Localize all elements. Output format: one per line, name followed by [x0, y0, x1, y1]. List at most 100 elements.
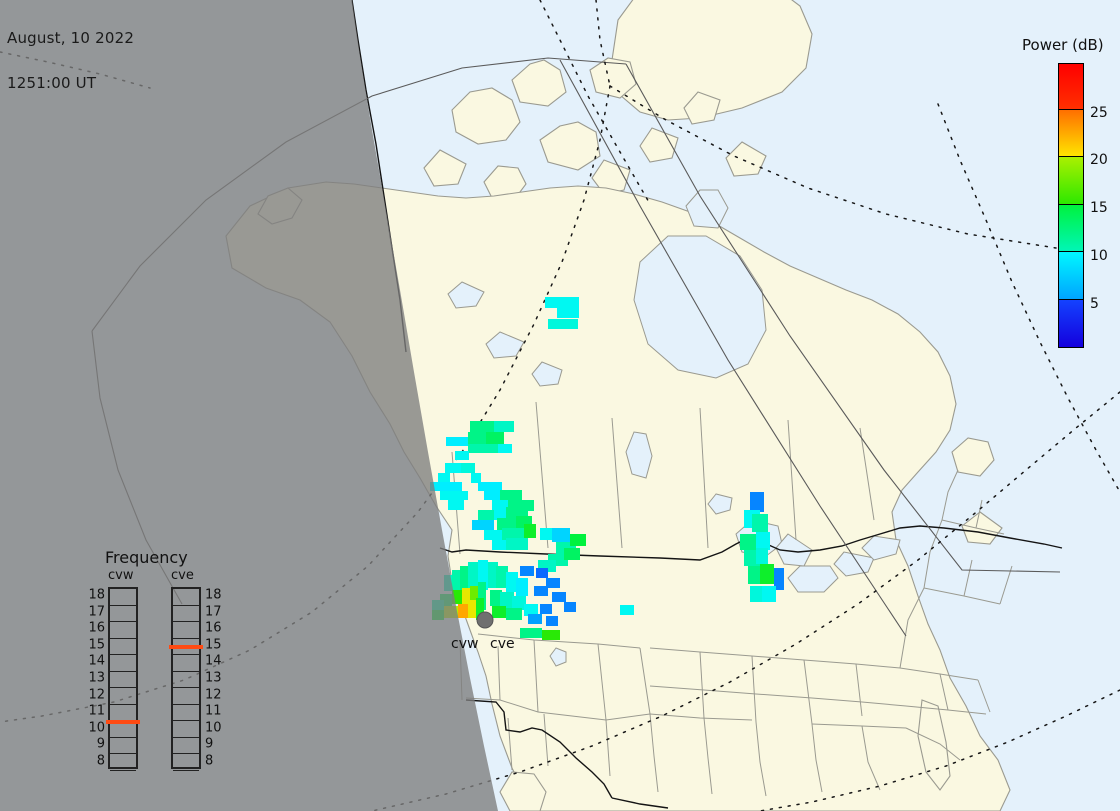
radar-data-cell: [470, 421, 494, 432]
time-label: 1251:00 UT: [7, 74, 97, 92]
freq-tick-label-right: 18: [205, 587, 222, 603]
radar-data-cell: [774, 568, 784, 590]
radar-data-cell: [500, 592, 514, 608]
radar-data-cell: [557, 308, 579, 318]
colorbar-segment-blue: [1059, 299, 1083, 347]
radar-data-cell: [448, 482, 462, 491]
colorbar-tick-20: 20: [1090, 152, 1108, 168]
station-label-cve: cve: [490, 636, 515, 652]
freq-tick-label-left: 16: [88, 620, 105, 636]
freq-scale-cve[interactable]: [169, 587, 203, 771]
terminator-night-shading: [0, 0, 498, 811]
freq-column-name-cve: cve: [171, 568, 194, 583]
freq-marker-cvw: [106, 719, 140, 724]
radar-data-cell: [461, 463, 475, 473]
freq-tick-label-left: 10: [88, 720, 105, 736]
freq-cell: [110, 705, 136, 722]
freq-cell: [110, 688, 136, 705]
radar-data-cell: [468, 562, 478, 590]
radar-data-cell: [468, 444, 498, 453]
radar-data-cell: [540, 604, 552, 614]
radar-data-cell: [478, 582, 486, 610]
freq-tick-label-right: 11: [205, 703, 222, 719]
freq-cell: [173, 754, 199, 771]
freq-cell: [110, 622, 136, 639]
freq-tick-label-right: 9: [205, 736, 214, 752]
radar-data-cell: [620, 605, 634, 615]
radar-data-cell: [760, 564, 774, 584]
radar-data-cell: [756, 532, 770, 550]
radar-data-cell: [460, 566, 470, 590]
freq-marker-cve: [169, 645, 203, 650]
freq-tick-label-right: 8: [205, 753, 214, 769]
freq-cell: [173, 688, 199, 705]
colorbar-gradient: [1058, 63, 1084, 348]
radar-data-cell: [564, 602, 576, 612]
freq-cell: [110, 672, 136, 689]
colorbar-tick-25: 25: [1090, 105, 1108, 121]
colorbar-segment-red: [1059, 64, 1083, 110]
radar-data-cell: [478, 560, 488, 590]
freq-tick-label-right: 15: [205, 637, 222, 653]
radar-data-cell: [552, 528, 570, 542]
freq-tick-label-left: 11: [88, 703, 105, 719]
radar-data-cell: [478, 482, 502, 491]
freq-scale-cvw[interactable]: [106, 587, 140, 771]
radar-data-cell: [440, 491, 468, 500]
radar-data-cell: [458, 604, 470, 618]
radar-origin-marker: [476, 611, 494, 629]
radar-data-cell: [750, 586, 764, 602]
radar-data-cell: [506, 572, 518, 592]
freq-cell: [110, 754, 136, 771]
radar-data-cell: [492, 606, 506, 618]
freq-tick-label-right: 13: [205, 670, 222, 686]
radar-data-cell: [512, 596, 526, 610]
radar-data-cell: [496, 566, 508, 588]
freq-cell: [173, 622, 199, 639]
radar-data-cell: [500, 490, 522, 500]
radar-data-cell: [524, 524, 536, 538]
freq-cell: [110, 589, 136, 606]
radar-data-cell: [452, 570, 462, 590]
radar-data-cell: [492, 500, 510, 510]
freq-tick-label-left: 9: [96, 736, 105, 752]
freq-cell: [173, 589, 199, 606]
frequency-legend-title: Frequency: [105, 548, 188, 567]
radar-data-cell: [430, 482, 448, 491]
radar-data-cell: [490, 590, 502, 606]
radar-data-cell: [546, 616, 558, 626]
freq-cell: [173, 721, 199, 738]
date-label: August, 10 2022: [7, 29, 135, 47]
radar-data-cell: [468, 600, 478, 618]
radar-data-cell: [492, 540, 506, 550]
radar-data-cell: [452, 590, 464, 604]
radar-data-cell: [546, 578, 560, 588]
colorbar-tick-15: 15: [1090, 200, 1108, 216]
radar-data-cell: [484, 530, 502, 540]
freq-tick-label-right: 10: [205, 720, 222, 736]
radar-data-cell: [542, 630, 560, 640]
frequency-legend: Frequency cvw cve 18 17 16 15 14 13 12 11 10 9 8 1…: [83, 548, 233, 783]
freq-cell: [173, 655, 199, 672]
radar-data-cell: [446, 437, 468, 446]
radar-data-cell: [740, 534, 756, 550]
freq-cell: [173, 672, 199, 689]
colorbar-tick-10: 10: [1090, 248, 1108, 264]
radar-data-cell: [752, 514, 768, 532]
radar-data-cell: [756, 548, 768, 564]
radar-data-cell: [494, 421, 514, 432]
radar-data-cell: [486, 432, 504, 444]
radar-data-cell: [472, 520, 494, 530]
radar-data-cell: [570, 534, 586, 546]
freq-cell: [173, 639, 199, 656]
radar-data-cell: [750, 492, 764, 512]
freq-tick-label-right: 12: [205, 687, 222, 703]
radar-data-cell: [552, 592, 566, 602]
national-border-layer: [351, 0, 1063, 809]
colorbar-segment-cyan: [1059, 252, 1083, 300]
colorbar-title: Power (dB): [1022, 36, 1104, 54]
radar-data-cell: [455, 451, 469, 460]
radar-data-cell: [502, 528, 528, 540]
colorbar-segment-orange: [1059, 109, 1083, 158]
